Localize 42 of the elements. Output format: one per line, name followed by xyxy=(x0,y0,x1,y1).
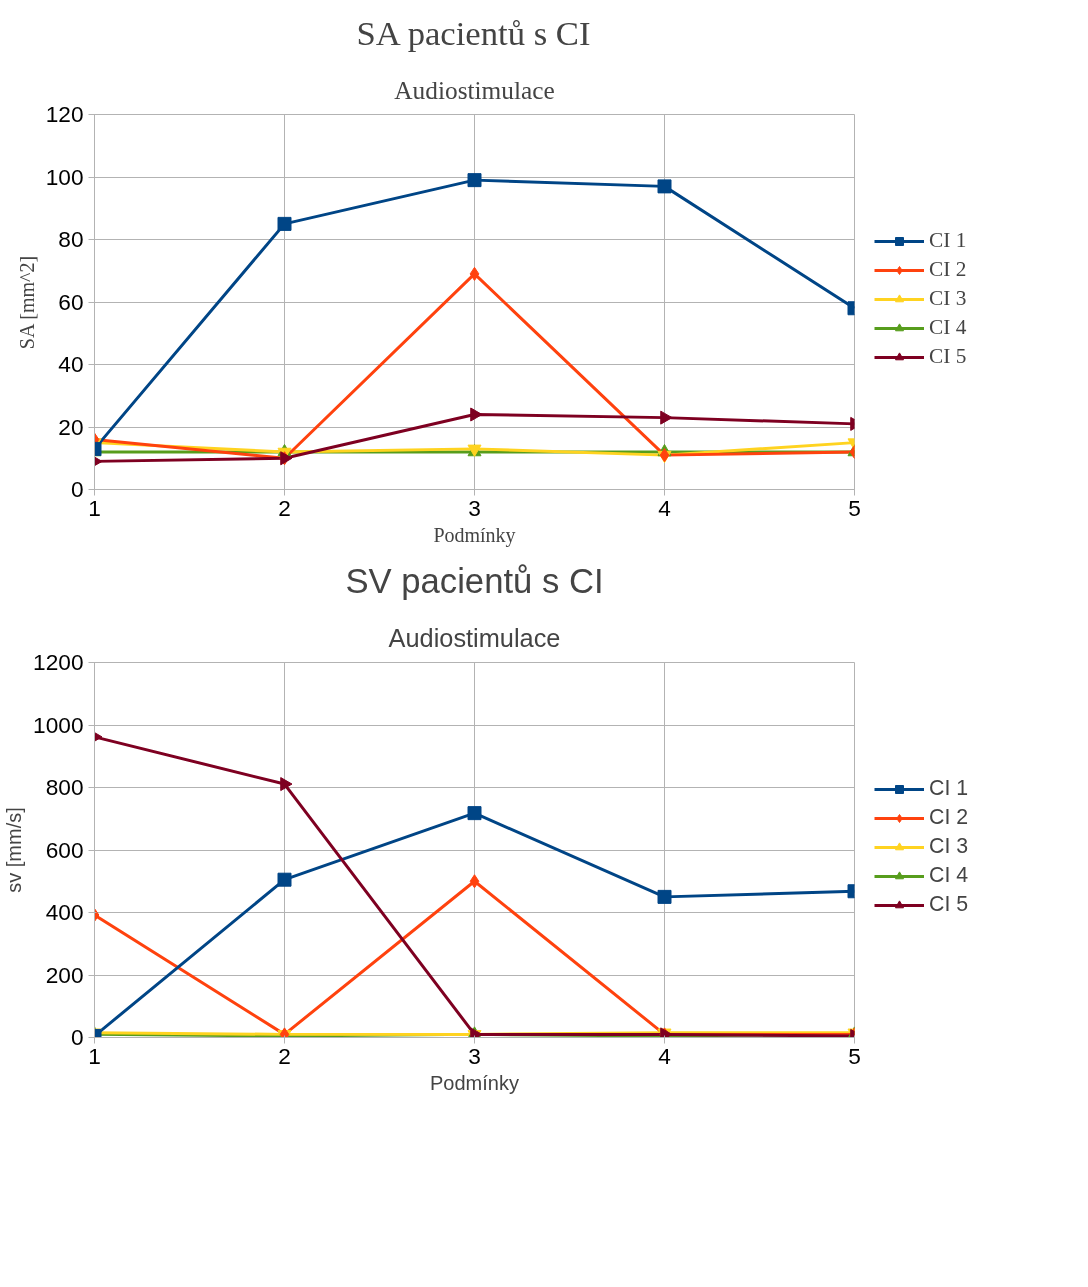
legend-label: CI 1 xyxy=(929,776,969,801)
legend-label: CI 1 xyxy=(929,228,967,253)
x-tick-label: 1 xyxy=(88,1042,101,1069)
legend-label: CI 5 xyxy=(929,892,969,917)
chart-title: SA pacientů s CI xyxy=(356,13,591,52)
x-tick-label: 3 xyxy=(468,1042,481,1069)
y-tick-label: 800 xyxy=(45,774,84,800)
legend-label: CI 3 xyxy=(929,834,969,859)
legend-label: CI 5 xyxy=(929,344,967,369)
y-tick-label: 0 xyxy=(70,1024,84,1050)
chart-subtitle: Audiostimulace xyxy=(394,75,555,104)
x-tick-label: 5 xyxy=(848,1042,861,1069)
x-tick-label: 2 xyxy=(278,494,291,521)
x-axis-title: Podmínky xyxy=(433,523,516,547)
y-tick-label: 0 xyxy=(70,476,84,502)
y-tick-label: 600 xyxy=(45,836,84,863)
chart-title: SV pacientů s CI xyxy=(345,561,604,600)
x-axis-title: Podmínky xyxy=(430,1071,519,1094)
x-tick-label: 3 xyxy=(468,494,481,521)
x-tick-label: 4 xyxy=(658,494,671,521)
x-tick-label: 1 xyxy=(88,494,101,521)
legend-label: CI 2 xyxy=(929,805,969,830)
legend-label: CI 3 xyxy=(929,286,967,311)
y-tick-label: 1000 xyxy=(33,711,84,738)
y-tick-label: 1200 xyxy=(33,649,84,675)
x-tick-label: 2 xyxy=(278,1042,291,1069)
x-tick-label: 5 xyxy=(848,494,861,521)
y-tick-label: 20 xyxy=(58,413,84,440)
y-tick-label: 400 xyxy=(45,899,84,925)
chart-subtitle: Audiostimulace xyxy=(388,623,561,652)
legend-label: CI 2 xyxy=(929,257,967,282)
y-axis-title: SA [mm^2] xyxy=(15,255,38,350)
legend-label: CI 4 xyxy=(929,863,969,888)
y-tick-label: 200 xyxy=(45,961,84,988)
y-tick-label: 120 xyxy=(45,101,84,127)
y-tick-label: 80 xyxy=(58,226,84,252)
y-axis-title: sv [mm/s] xyxy=(3,807,26,893)
y-tick-label: 40 xyxy=(58,351,84,377)
x-tick-label: 4 xyxy=(658,1042,671,1069)
legend-label: CI 4 xyxy=(929,315,967,340)
y-tick-label: 100 xyxy=(45,163,84,190)
y-tick-label: 60 xyxy=(58,288,84,315)
